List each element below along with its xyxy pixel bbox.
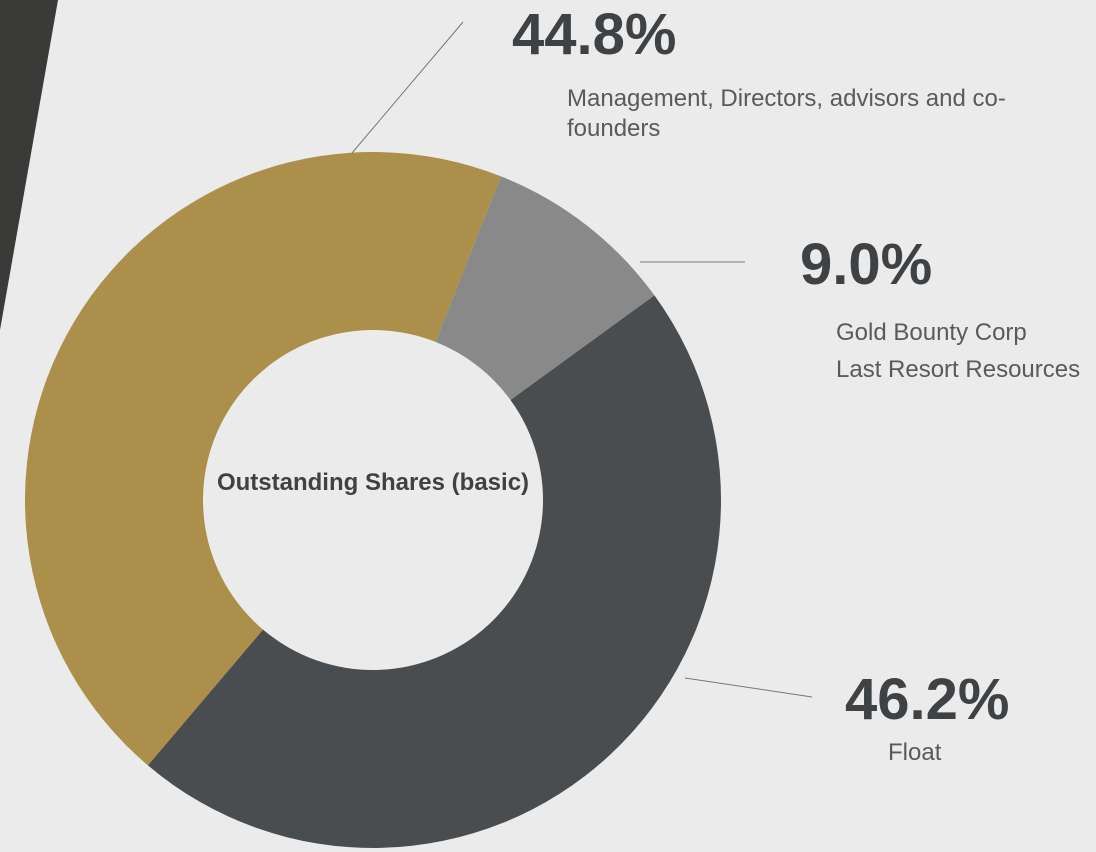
value-label: 9.0% [800,232,933,297]
value-label: 44.8% [512,2,677,67]
leader-line [351,21,464,154]
donut-slice [147,295,721,848]
background-texture [0,0,58,330]
donut-slice [435,176,655,401]
leader-line [684,677,813,698]
category-label: Float [888,739,942,766]
category-label: Gold Bounty Corp Last Resort Resources [836,319,1081,383]
value-label: 46.2% [845,667,1010,732]
category-label: Management, Directors, advisors and co-f… [567,85,1006,142]
donut-slice [24,151,501,766]
center-label: Outstanding Shares (basic) [216,469,530,496]
